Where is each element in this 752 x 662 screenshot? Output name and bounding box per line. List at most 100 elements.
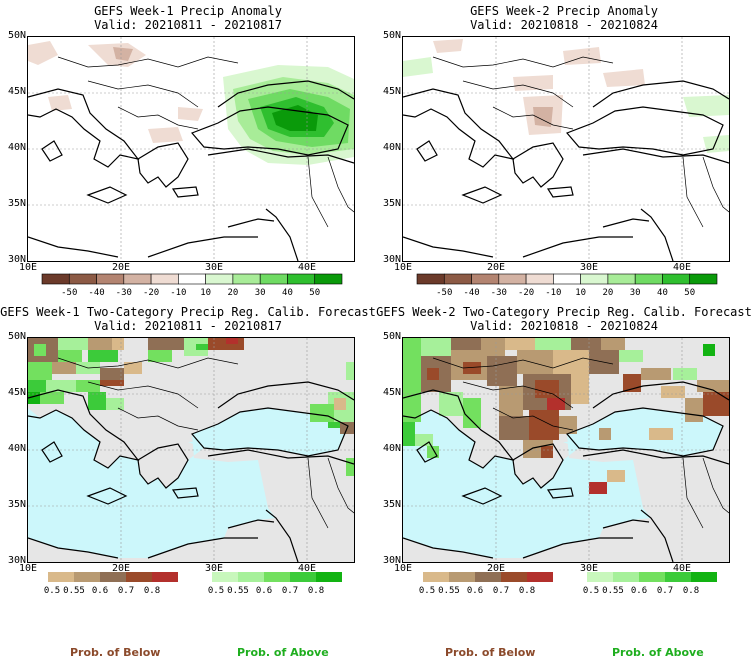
colorbar-tick-label: -30 xyxy=(116,288,132,298)
colorbar-box xyxy=(527,572,553,582)
colorbar-tick-label: 0.6 xyxy=(467,586,483,596)
colorbar-box xyxy=(48,572,74,582)
colorbar-tick-label: 0.6 xyxy=(92,586,108,596)
colorbar-box xyxy=(689,273,718,285)
p3-lon-10e: 10E xyxy=(18,563,38,574)
prob-below-label-week1: Prob. of Below xyxy=(70,646,161,659)
colorbar-tick-label: 40 xyxy=(282,288,293,298)
colorbar-box xyxy=(607,273,636,285)
colorbar-tick-label: 0.5 xyxy=(44,586,60,596)
colorbar-box xyxy=(691,572,717,582)
colorbar-tick-label: 0.6 xyxy=(631,586,647,596)
colorbar-tick-label: -20 xyxy=(518,288,534,298)
p3-lon-30e: 30E xyxy=(204,563,224,574)
prob-above-label-week1: Prob. of Above xyxy=(237,646,329,659)
colorbar-tick-label: 0.55 xyxy=(227,586,249,596)
colorbar-box xyxy=(471,273,500,285)
colorbar-box xyxy=(126,572,152,582)
p1-lon-40e: 40E xyxy=(297,262,317,273)
colorbar-box xyxy=(290,572,316,582)
p3-lat-40n: 40N xyxy=(7,443,26,454)
panel2-title: GEFS Week-2 Precip Anomaly xyxy=(470,4,658,18)
p1-lat-45n: 45N xyxy=(7,86,26,97)
colorbar-tick-label: -20 xyxy=(143,288,159,298)
colorbar-box xyxy=(212,572,238,582)
panel3-valid: Valid: 20210811 - 20210817 xyxy=(94,319,282,333)
p1-lon-20e: 20E xyxy=(111,262,131,273)
colorbar-tick-label: 0.55 xyxy=(438,586,460,596)
colorbar-box xyxy=(443,273,472,285)
p2-lat-30n: 30N xyxy=(382,254,401,265)
colorbar-tick-label: 30 xyxy=(255,288,266,298)
colorbar-box xyxy=(634,273,663,285)
colorbar-box xyxy=(580,273,609,285)
above-colorbar-week1: 0.5 0.55 0.6 0.7 0.8 xyxy=(208,572,352,596)
colorbar-tick-label: 0.5 xyxy=(583,586,599,596)
p4-lon-40e: 40E xyxy=(672,563,692,574)
p2-lon-40e: 40E xyxy=(672,262,692,273)
p4-lon-20e: 20E xyxy=(486,563,506,574)
colorbar-tick-label: -50 xyxy=(436,288,452,298)
colorbar-tick-label: 0.7 xyxy=(493,586,509,596)
colorbar-tick-label: 0.8 xyxy=(144,586,160,596)
colorbar-box xyxy=(525,273,554,285)
colorbar-tick-label: 0.8 xyxy=(683,586,699,596)
panel4-valid: Valid: 20210818 - 20210824 xyxy=(470,319,658,333)
p4-lat-45n: 45N xyxy=(382,387,401,398)
colorbar-tick-label: -40 xyxy=(463,288,479,298)
panel3-title: GEFS Week-1 Two-Category Precip Reg. Cal… xyxy=(0,305,376,319)
colorbar-box xyxy=(232,273,261,285)
colorbar-box xyxy=(96,273,125,285)
colorbar-tick-label: 50 xyxy=(684,288,695,298)
anomaly-colorbar-week1: -50 -40 -30 -20 -10 10 20 30 40 50 xyxy=(41,273,343,298)
colorbar-box xyxy=(665,572,691,582)
colorbar-box xyxy=(498,273,527,285)
colorbar-box xyxy=(238,572,264,582)
colorbar-box xyxy=(662,273,691,285)
colorbar-tick-label: -10 xyxy=(545,288,561,298)
colorbar-box xyxy=(41,273,70,285)
panel1-title: GEFS Week-1 Precip Anomaly xyxy=(94,4,282,18)
colorbar-box xyxy=(100,572,126,582)
colorbar-box xyxy=(68,273,97,285)
colorbar-tick-label: 0.7 xyxy=(657,586,673,596)
colorbar-tick-label: 0.55 xyxy=(602,586,624,596)
p4-lat-35n: 35N xyxy=(382,499,401,510)
colorbar-box xyxy=(123,273,152,285)
p1-lat-40n: 40N xyxy=(7,142,26,153)
colorbar-box xyxy=(178,273,206,285)
panel4-map xyxy=(402,337,730,563)
p1-lat-30n: 30N xyxy=(7,254,26,265)
panel3-map xyxy=(27,337,355,563)
colorbar-box xyxy=(74,572,100,582)
p3-lat-45n: 45N xyxy=(7,387,26,398)
panel2-valid: Valid: 20210818 - 20210824 xyxy=(470,18,658,32)
colorbar-tick-label: 0.6 xyxy=(256,586,272,596)
panel4-title: GEFS Week-2 Two-Category Precip Reg. Cal… xyxy=(376,305,752,319)
colorbar-tick-label: 0.5 xyxy=(419,586,435,596)
panel1-valid: Valid: 20210811 - 20210817 xyxy=(94,18,282,32)
p3-lat-35n: 35N xyxy=(7,499,26,510)
colorbar-box xyxy=(613,572,639,582)
p3-lon-20e: 20E xyxy=(111,563,131,574)
colorbar-tick-label: 10 xyxy=(575,288,586,298)
colorbar-box xyxy=(314,273,343,285)
colorbar-box xyxy=(316,572,342,582)
p3-lon-40e: 40E xyxy=(297,563,317,574)
p1-lon-30e: 30E xyxy=(204,262,224,273)
colorbar-box xyxy=(475,572,501,582)
p4-lat-50n: 50N xyxy=(382,331,401,342)
colorbar-tick-label: 40 xyxy=(657,288,668,298)
p4-lat-40n: 40N xyxy=(382,443,401,454)
colorbar-box xyxy=(501,572,527,582)
panel2-map xyxy=(402,36,730,262)
panel1-map xyxy=(27,36,355,262)
colorbar-tick-label: 50 xyxy=(309,288,320,298)
p3-lat-50n: 50N xyxy=(7,331,26,342)
anomaly-colorbar-week2: -50 -40 -30 -20 -10 10 20 30 40 50 xyxy=(416,273,718,298)
colorbar-box xyxy=(416,273,445,285)
colorbar-tick-label: 20 xyxy=(602,288,613,298)
above-colorbar-week2: 0.5 0.55 0.6 0.7 0.8 xyxy=(583,572,727,596)
p4-lon-30e: 30E xyxy=(579,563,599,574)
prob-below-label-week2: Prob. of Below xyxy=(445,646,536,659)
